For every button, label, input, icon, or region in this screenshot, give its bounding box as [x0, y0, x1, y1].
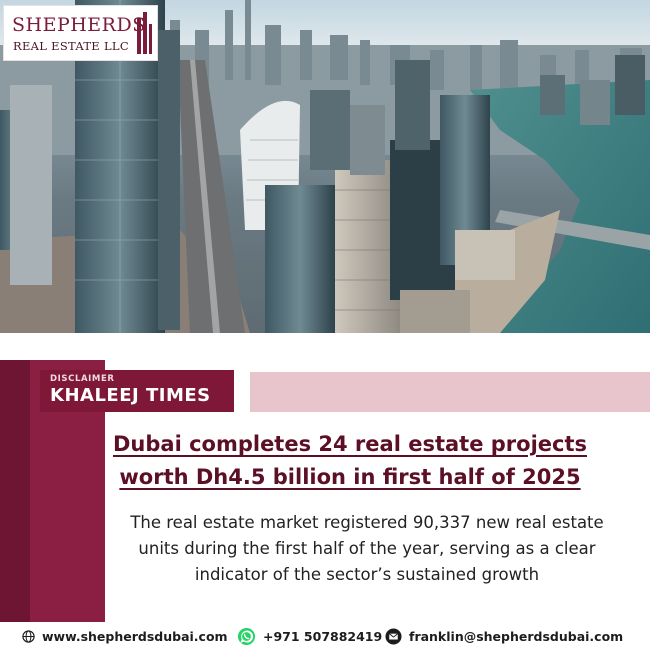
- summary-text: The real estate market registered 90,337…: [130, 513, 604, 584]
- brand-subtitle: REAL ESTATE LLC: [13, 39, 129, 53]
- brand-name: SHEPHERDS: [12, 14, 146, 36]
- headline-line-1: Dubai completes 24 real estate projects: [112, 432, 588, 456]
- whatsapp-icon: [237, 627, 256, 646]
- website-text: www.shepherdsdubai.com: [42, 628, 228, 644]
- globe-icon: [22, 629, 35, 643]
- phone-text: +971 507882419: [263, 628, 383, 644]
- decorative-band-inner: [0, 360, 30, 622]
- website-contact[interactable]: www.shepherdsdubai.com: [22, 629, 237, 644]
- brand-logo: SHEPHERDS REAL ESTATE LLC: [3, 5, 158, 61]
- source-box: DISCLAIMER KHALEEJ TIMES: [40, 370, 234, 412]
- building-mark-icon: [137, 12, 152, 54]
- headline-line-2: worth Dh4.5 billion in first half of 202…: [119, 465, 581, 489]
- source-label: DISCLAIMER: [50, 374, 115, 384]
- email-icon: [385, 627, 402, 645]
- headline: Dubai completes 24 real estate projects …: [100, 428, 600, 494]
- source-name: KHALEEJ TIMES: [50, 385, 211, 406]
- email-contact[interactable]: franklin@shepherdsdubai.com: [385, 627, 624, 645]
- hero-photo-dubai-skyline: [0, 0, 650, 333]
- contact-footer: www.shepherdsdubai.com +971 507882419 fr…: [0, 622, 650, 650]
- decorative-bar: [250, 372, 650, 412]
- phone-contact[interactable]: +971 507882419: [237, 627, 385, 646]
- skyline-illustration: [0, 0, 650, 333]
- email-text: franklin@shepherdsdubai.com: [409, 628, 624, 644]
